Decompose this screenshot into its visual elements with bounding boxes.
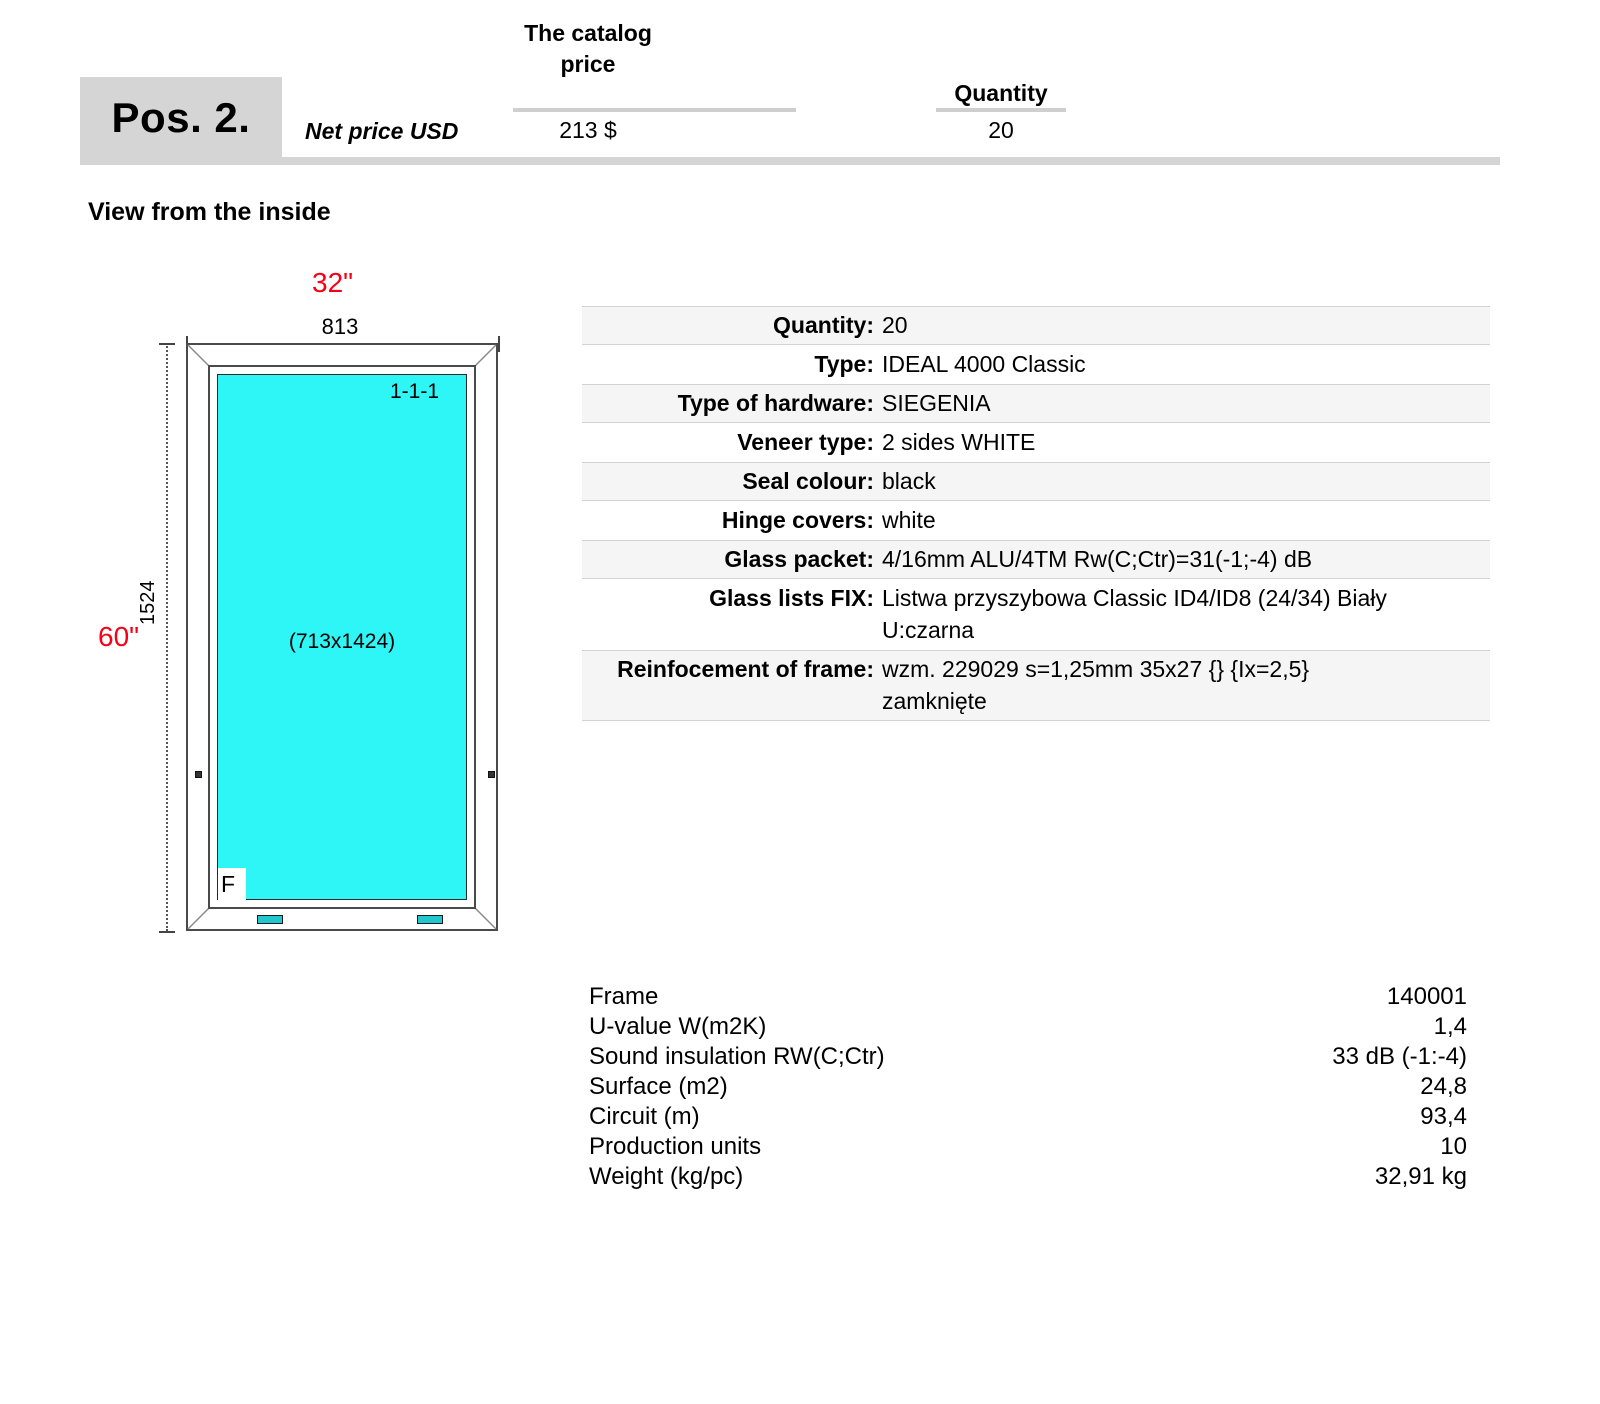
sash-code-label: 1-1-1 <box>390 380 440 403</box>
table-row: Veneer type: 2 sides WHITE <box>582 423 1490 462</box>
height-dimension-imperial: 60" <box>98 621 140 652</box>
quantity-rule <box>936 108 1066 112</box>
spec-value: 4/16mm ALU/4TM Rw(C;Ctr)=31(-1;-4) dB <box>882 546 1313 572</box>
view-caption: View from the inside <box>88 198 331 226</box>
header-divider <box>80 157 1500 165</box>
spec-key: Glass packet: <box>724 546 874 572</box>
header-band: Pos. 2. Net price USD The catalog price … <box>0 0 1600 170</box>
glass-pane <box>217 374 467 900</box>
table-row: Sound insulation RW(C;Ctr) 33 dB (-1:-4) <box>589 1042 1467 1072</box>
window-drawing: 32" 60" 813 1524 1-1-1 (713x1424) F <box>90 255 560 955</box>
position-badge-background <box>80 77 282 157</box>
spec-key: Hinge covers: <box>721 507 874 533</box>
quantity-title: Quantity <box>954 80 1048 106</box>
table-row: Hinge covers: white <box>582 501 1490 540</box>
table-row: Glass lists FIX: Listwa przyszybowa Clas… <box>582 579 1490 650</box>
height-dimension-mm: 1524 <box>137 580 159 626</box>
spec-key: Seal colour: <box>742 468 874 494</box>
table-row: U-value W(m2K) 1,4 <box>589 1012 1467 1042</box>
spec-key: Type: <box>814 351 874 377</box>
table-row: Frame 140001 <box>589 982 1467 1012</box>
summary-value: 93,4 <box>1420 1103 1467 1130</box>
table-row: Circuit (m) 93,4 <box>589 1102 1467 1132</box>
catalog-price-rule <box>513 108 796 112</box>
glass-size-label: (713x1424) <box>288 630 396 653</box>
glazing-bead-left-icon <box>257 915 283 924</box>
summary-label: Circuit (m) <box>589 1103 700 1130</box>
spec-value: black <box>882 468 936 494</box>
summary-table: Frame 140001 U-value W(m2K) 1,4 Sound in… <box>589 982 1467 1192</box>
summary-label: Weight (kg/pc) <box>589 1163 744 1190</box>
summary-value: 10 <box>1440 1133 1467 1160</box>
spec-key: Veneer type: <box>737 429 874 455</box>
spec-key: Reinfocement of frame: <box>617 656 874 682</box>
position-label: Pos. 2. <box>111 94 251 141</box>
spec-value: Listwa przyszybowa Classic ID4/ID8 (24/3… <box>882 585 1387 643</box>
summary-value: 33 dB (-1:-4) <box>1332 1043 1467 1070</box>
summary-value: 1,4 <box>1433 1013 1467 1040</box>
summary-label: Sound insulation RW(C;Ctr) <box>589 1043 885 1070</box>
glazing-bead-right-icon <box>417 915 443 924</box>
quantity-value: 20 <box>988 117 1014 143</box>
summary-label: Frame <box>589 983 659 1010</box>
summary-value: 24,8 <box>1420 1073 1467 1100</box>
specification-table: Quantity: 20 Type: IDEAL 4000 Classic Ty… <box>582 306 1490 721</box>
spec-key: Quantity: <box>773 312 874 338</box>
spec-key: Glass lists FIX: <box>709 585 874 611</box>
spec-key: Type of hardware: <box>677 390 874 416</box>
table-row: Type: IDEAL 4000 Classic <box>582 345 1490 384</box>
frame-anchor-right-icon <box>488 771 495 778</box>
spec-value: wzm. 229029 s=1,25mm 35x27 {} {Ix=2,5} z… <box>882 656 1310 714</box>
summary-value: 32,91 kg <box>1374 1163 1467 1190</box>
spec-value: 20 <box>882 312 908 338</box>
opening-type-badge: F <box>218 868 246 900</box>
table-row: Seal colour: black <box>582 462 1490 501</box>
height-dimension-line <box>166 343 168 931</box>
spec-value: IDEAL 4000 Classic <box>882 351 1086 377</box>
width-dimension-tick-right <box>498 336 500 352</box>
height-dimension-tick-top <box>159 343 175 345</box>
summary-label: U-value W(m2K) <box>589 1013 767 1040</box>
width-dimension-mm: 813 <box>321 314 359 339</box>
table-row: Glass packet: 4/16mm ALU/4TM Rw(C;Ctr)=3… <box>582 540 1490 579</box>
table-row: Quantity: 20 <box>582 306 1490 345</box>
table-row: Reinfocement of frame: wzm. 229029 s=1,2… <box>582 650 1490 721</box>
net-price-label: Net price USD <box>305 118 459 144</box>
table-row: Production units 10 <box>589 1132 1467 1162</box>
summary-label: Production units <box>589 1133 762 1160</box>
spec-value: SIEGENIA <box>882 390 991 416</box>
summary-value: 140001 <box>1386 983 1467 1010</box>
table-row: Surface (m2) 24,8 <box>589 1072 1467 1102</box>
height-dimension-tick-bottom <box>159 931 175 933</box>
catalog-price-value: 213 $ <box>559 117 617 143</box>
table-row: Type of hardware: SIEGENIA <box>582 384 1490 423</box>
summary-label: Surface (m2) <box>589 1073 728 1100</box>
spec-value: white <box>882 507 936 533</box>
frame-anchor-left-icon <box>195 771 202 778</box>
catalog-price-title: The catalog price <box>524 20 652 77</box>
spec-value: 2 sides WHITE <box>882 429 1036 455</box>
width-dimension-imperial: 32" <box>312 267 354 298</box>
table-row: Weight (kg/pc) 32,91 kg <box>589 1162 1467 1192</box>
